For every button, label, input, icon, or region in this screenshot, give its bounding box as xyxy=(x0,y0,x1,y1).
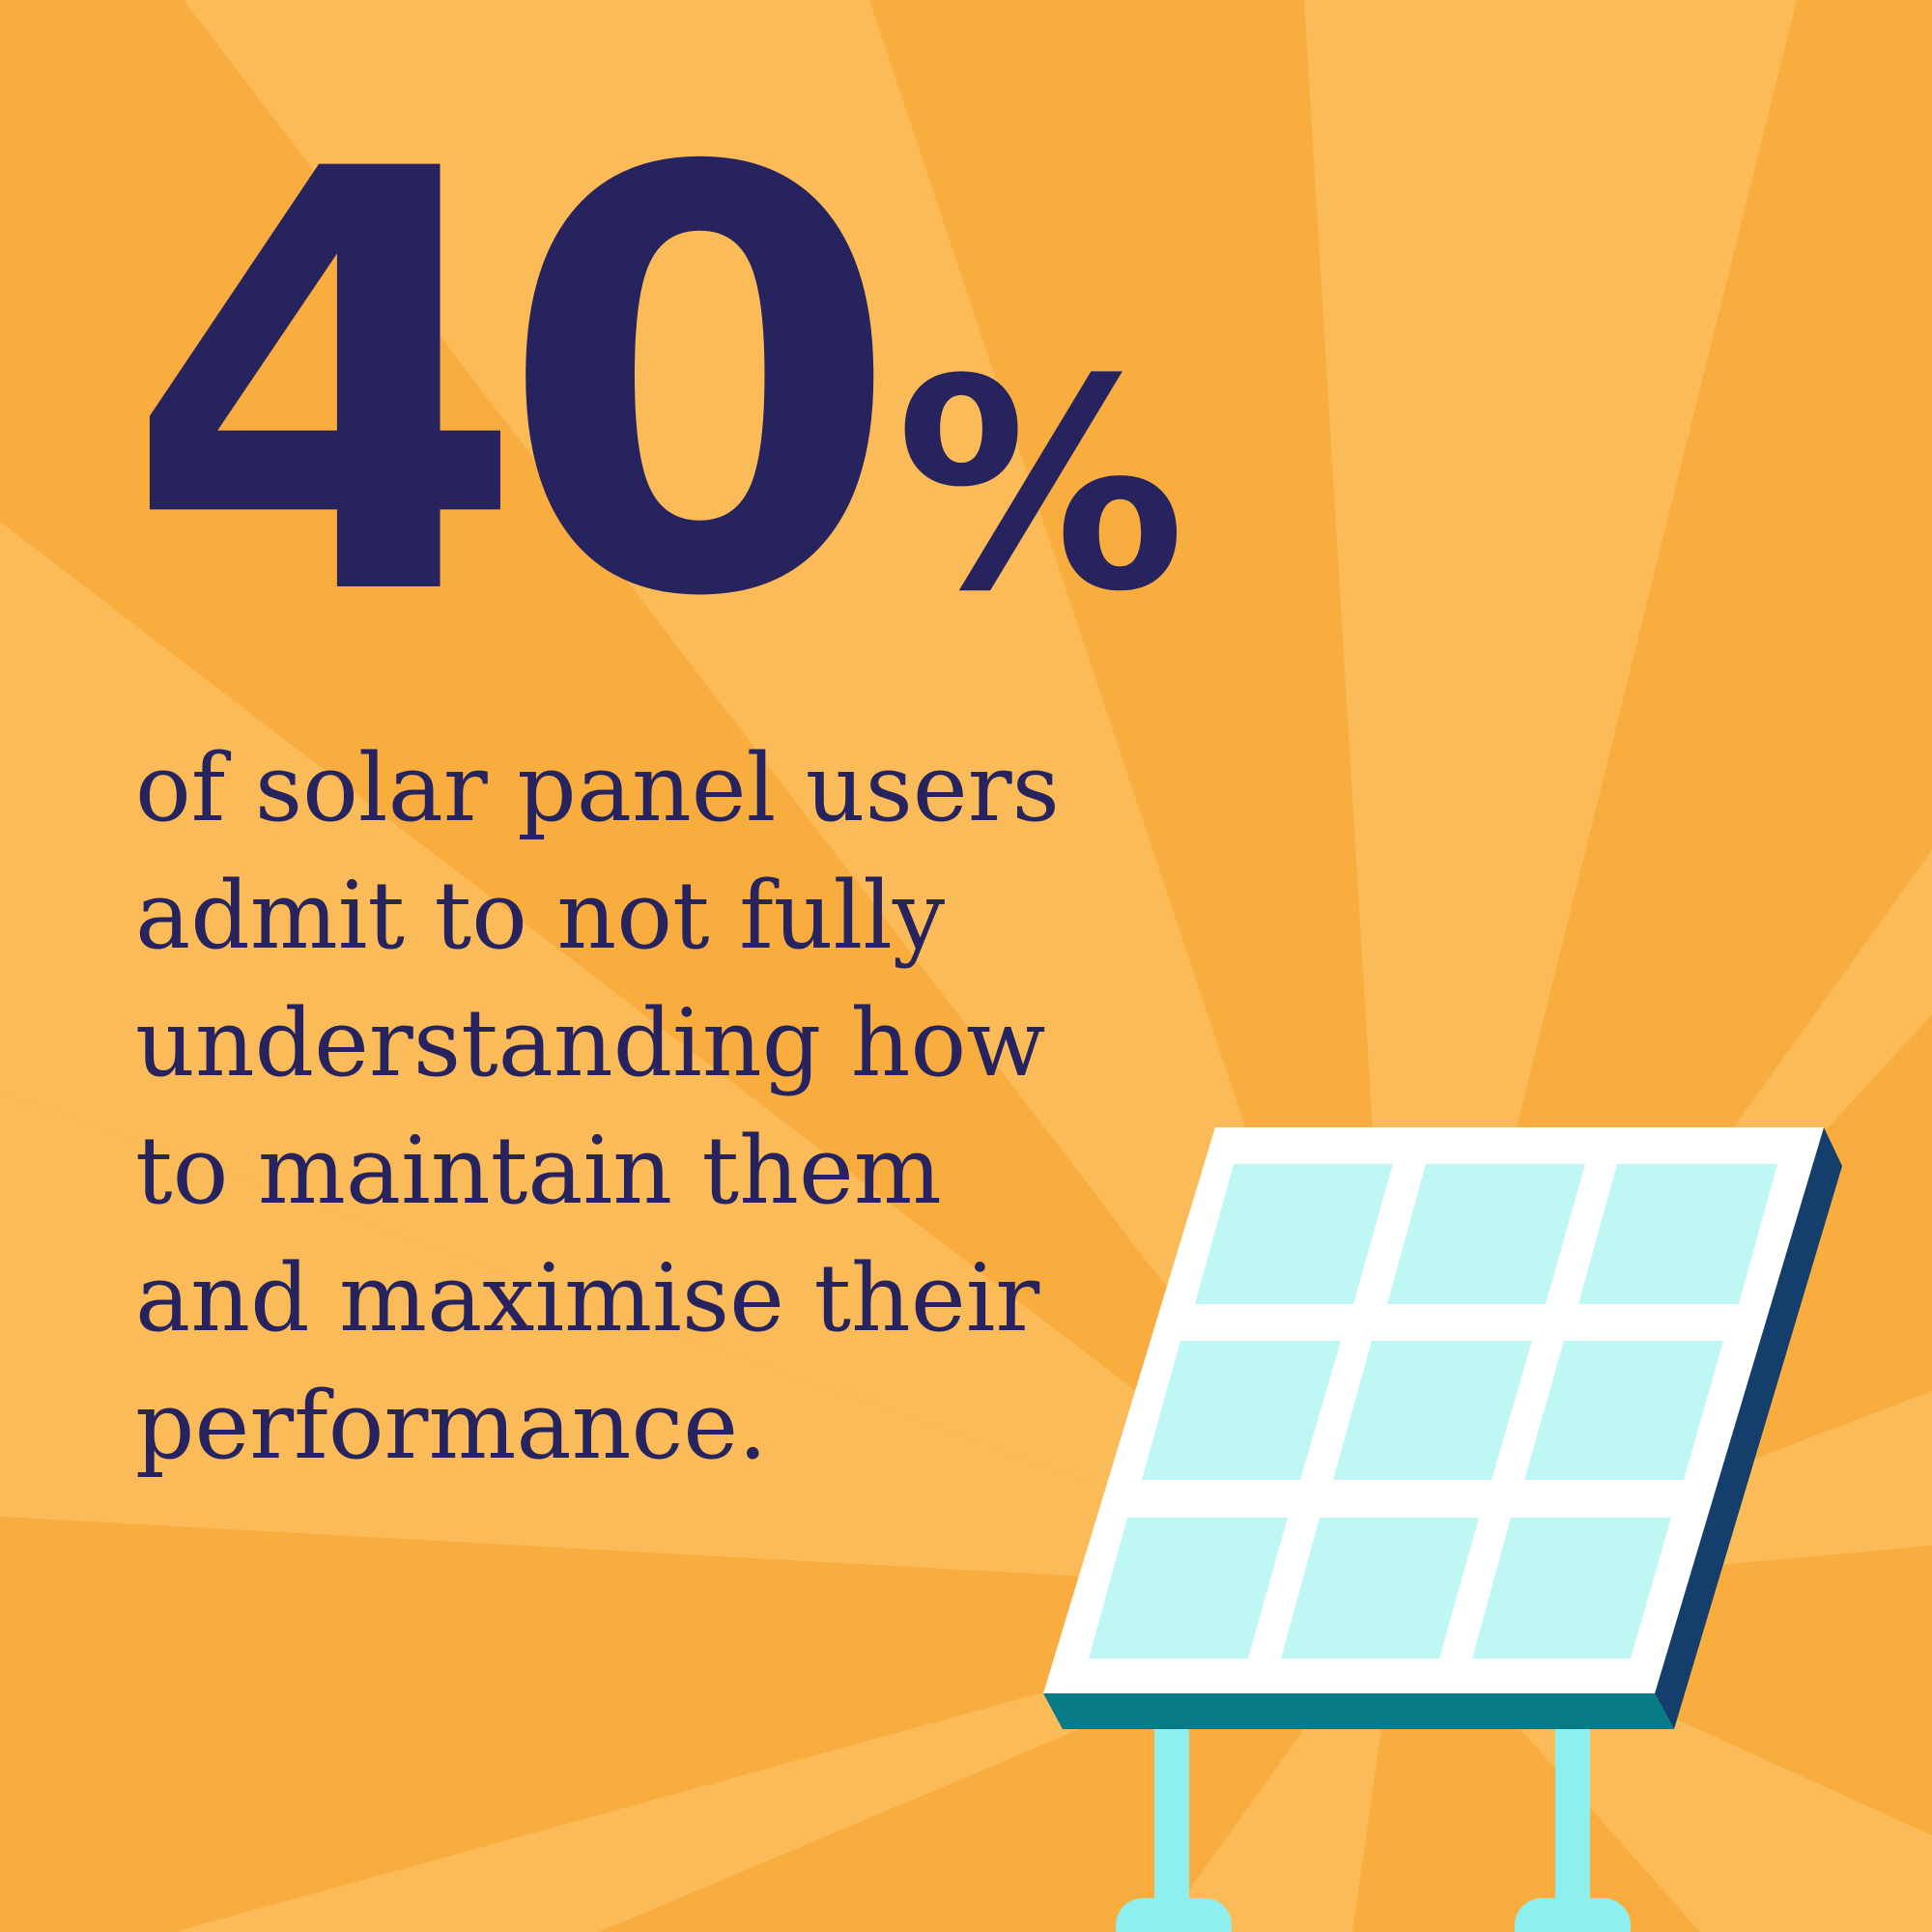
solar-panel-icon xyxy=(1043,1127,1842,1932)
panel-edge-side xyxy=(1655,1127,1842,1729)
panel-cell xyxy=(1333,1341,1532,1480)
sunburst-ray xyxy=(184,0,1401,1594)
stat-number: 40 xyxy=(124,48,901,724)
panel-leg-left xyxy=(1154,1724,1189,1903)
panel-foot-right xyxy=(1515,1898,1631,1932)
panel-foot-left xyxy=(1116,1898,1232,1932)
panel-cell xyxy=(1387,1164,1585,1304)
panel-cell xyxy=(1089,1518,1288,1659)
headline-stat: 40% xyxy=(124,97,1186,676)
stat-caption: of solar panel users admit to not fully … xyxy=(135,734,1060,1480)
panel-edge-bottom xyxy=(1043,1693,1674,1729)
panel-cell xyxy=(1472,1518,1671,1659)
panel-cell xyxy=(1281,1518,1479,1659)
stat-percent-sign: % xyxy=(895,318,1186,655)
panel-cell xyxy=(1578,1164,1777,1304)
panel-leg-right xyxy=(1555,1724,1590,1903)
sunburst-ray xyxy=(0,522,1401,1594)
panel-cell xyxy=(1142,1341,1341,1480)
panel-cell xyxy=(1195,1164,1393,1304)
panel-cell xyxy=(1524,1341,1723,1480)
